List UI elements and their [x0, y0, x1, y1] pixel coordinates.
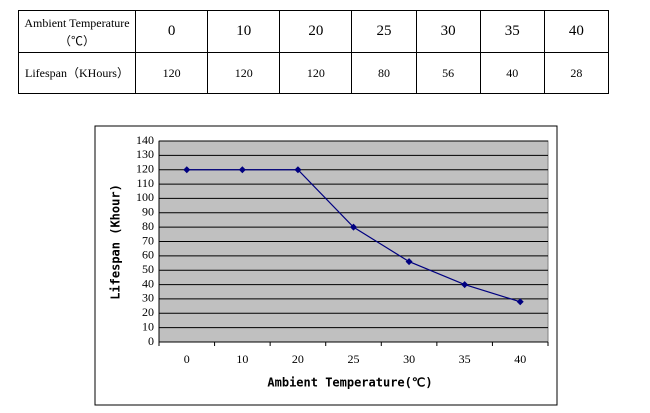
- x-tick-label: 25: [348, 352, 360, 366]
- y-tick-label: 120: [136, 161, 154, 175]
- y-tick-label: 70: [142, 233, 154, 247]
- y-tick-label: 100: [136, 190, 154, 204]
- marker: [183, 166, 191, 174]
- y-tick-label: 10: [142, 319, 154, 333]
- x-tick-label: 35: [459, 352, 471, 366]
- table-cell: 56: [415, 52, 481, 94]
- y-tick-label: 110: [136, 176, 154, 190]
- table-cell: 10: [207, 10, 281, 53]
- table-cell: 40: [543, 10, 610, 53]
- table-cell: 35: [479, 10, 545, 53]
- marker: [238, 166, 246, 174]
- y-tick-label: 140: [136, 133, 154, 147]
- table-cell: 40: [479, 52, 545, 94]
- data-table: Ambient Temperature（℃） 0 10 20 25 30 35 40 Lifes…: [18, 10, 610, 94]
- y-tick-label: 50: [142, 262, 154, 276]
- x-tick-label: 0: [184, 352, 190, 366]
- table-cell: 20: [279, 10, 353, 53]
- y-tick-label: 0: [148, 334, 154, 348]
- table-cell: 30: [415, 10, 481, 53]
- marker: [350, 223, 357, 231]
- table-cell: 80: [351, 52, 417, 94]
- marker: [294, 166, 302, 174]
- y-axis-label: Lifespan (Khour): [109, 184, 123, 300]
- table-cell: Ambient Temperature（℃）: [18, 10, 136, 53]
- marker: [461, 281, 469, 289]
- x-tick-label: 30: [403, 352, 415, 366]
- table-row: Ambient Temperature（℃） 0 10 20 25 30 35 40: [18, 10, 610, 53]
- marker: [405, 258, 413, 266]
- table-cell: 120: [134, 52, 209, 94]
- table-cell: 25: [351, 10, 417, 53]
- table-cell: 120: [279, 52, 353, 94]
- y-tick-label: 20: [142, 305, 154, 319]
- y-tick-label: 60: [142, 248, 154, 262]
- table-cell: 120: [207, 52, 281, 94]
- x-tick-label: 20: [292, 352, 304, 366]
- x-axis-label: Ambient Temperature(℃): [267, 376, 432, 390]
- y-tick-label: 30: [142, 291, 154, 305]
- table-cell: 28: [543, 52, 610, 94]
- marker: [516, 298, 524, 306]
- x-tick-label: 40: [514, 352, 526, 366]
- table-cell: Lifespan（KHours）: [18, 52, 136, 94]
- y-tick-label: 90: [142, 205, 154, 219]
- y-tick-label: 130: [136, 147, 154, 161]
- table-row: Lifespan（KHours） 120 120 120 80 56 40 28: [18, 52, 610, 94]
- y-tick-label: 40: [142, 276, 154, 290]
- y-tick-label: 80: [142, 219, 154, 233]
- x-tick-label: 10: [236, 352, 248, 366]
